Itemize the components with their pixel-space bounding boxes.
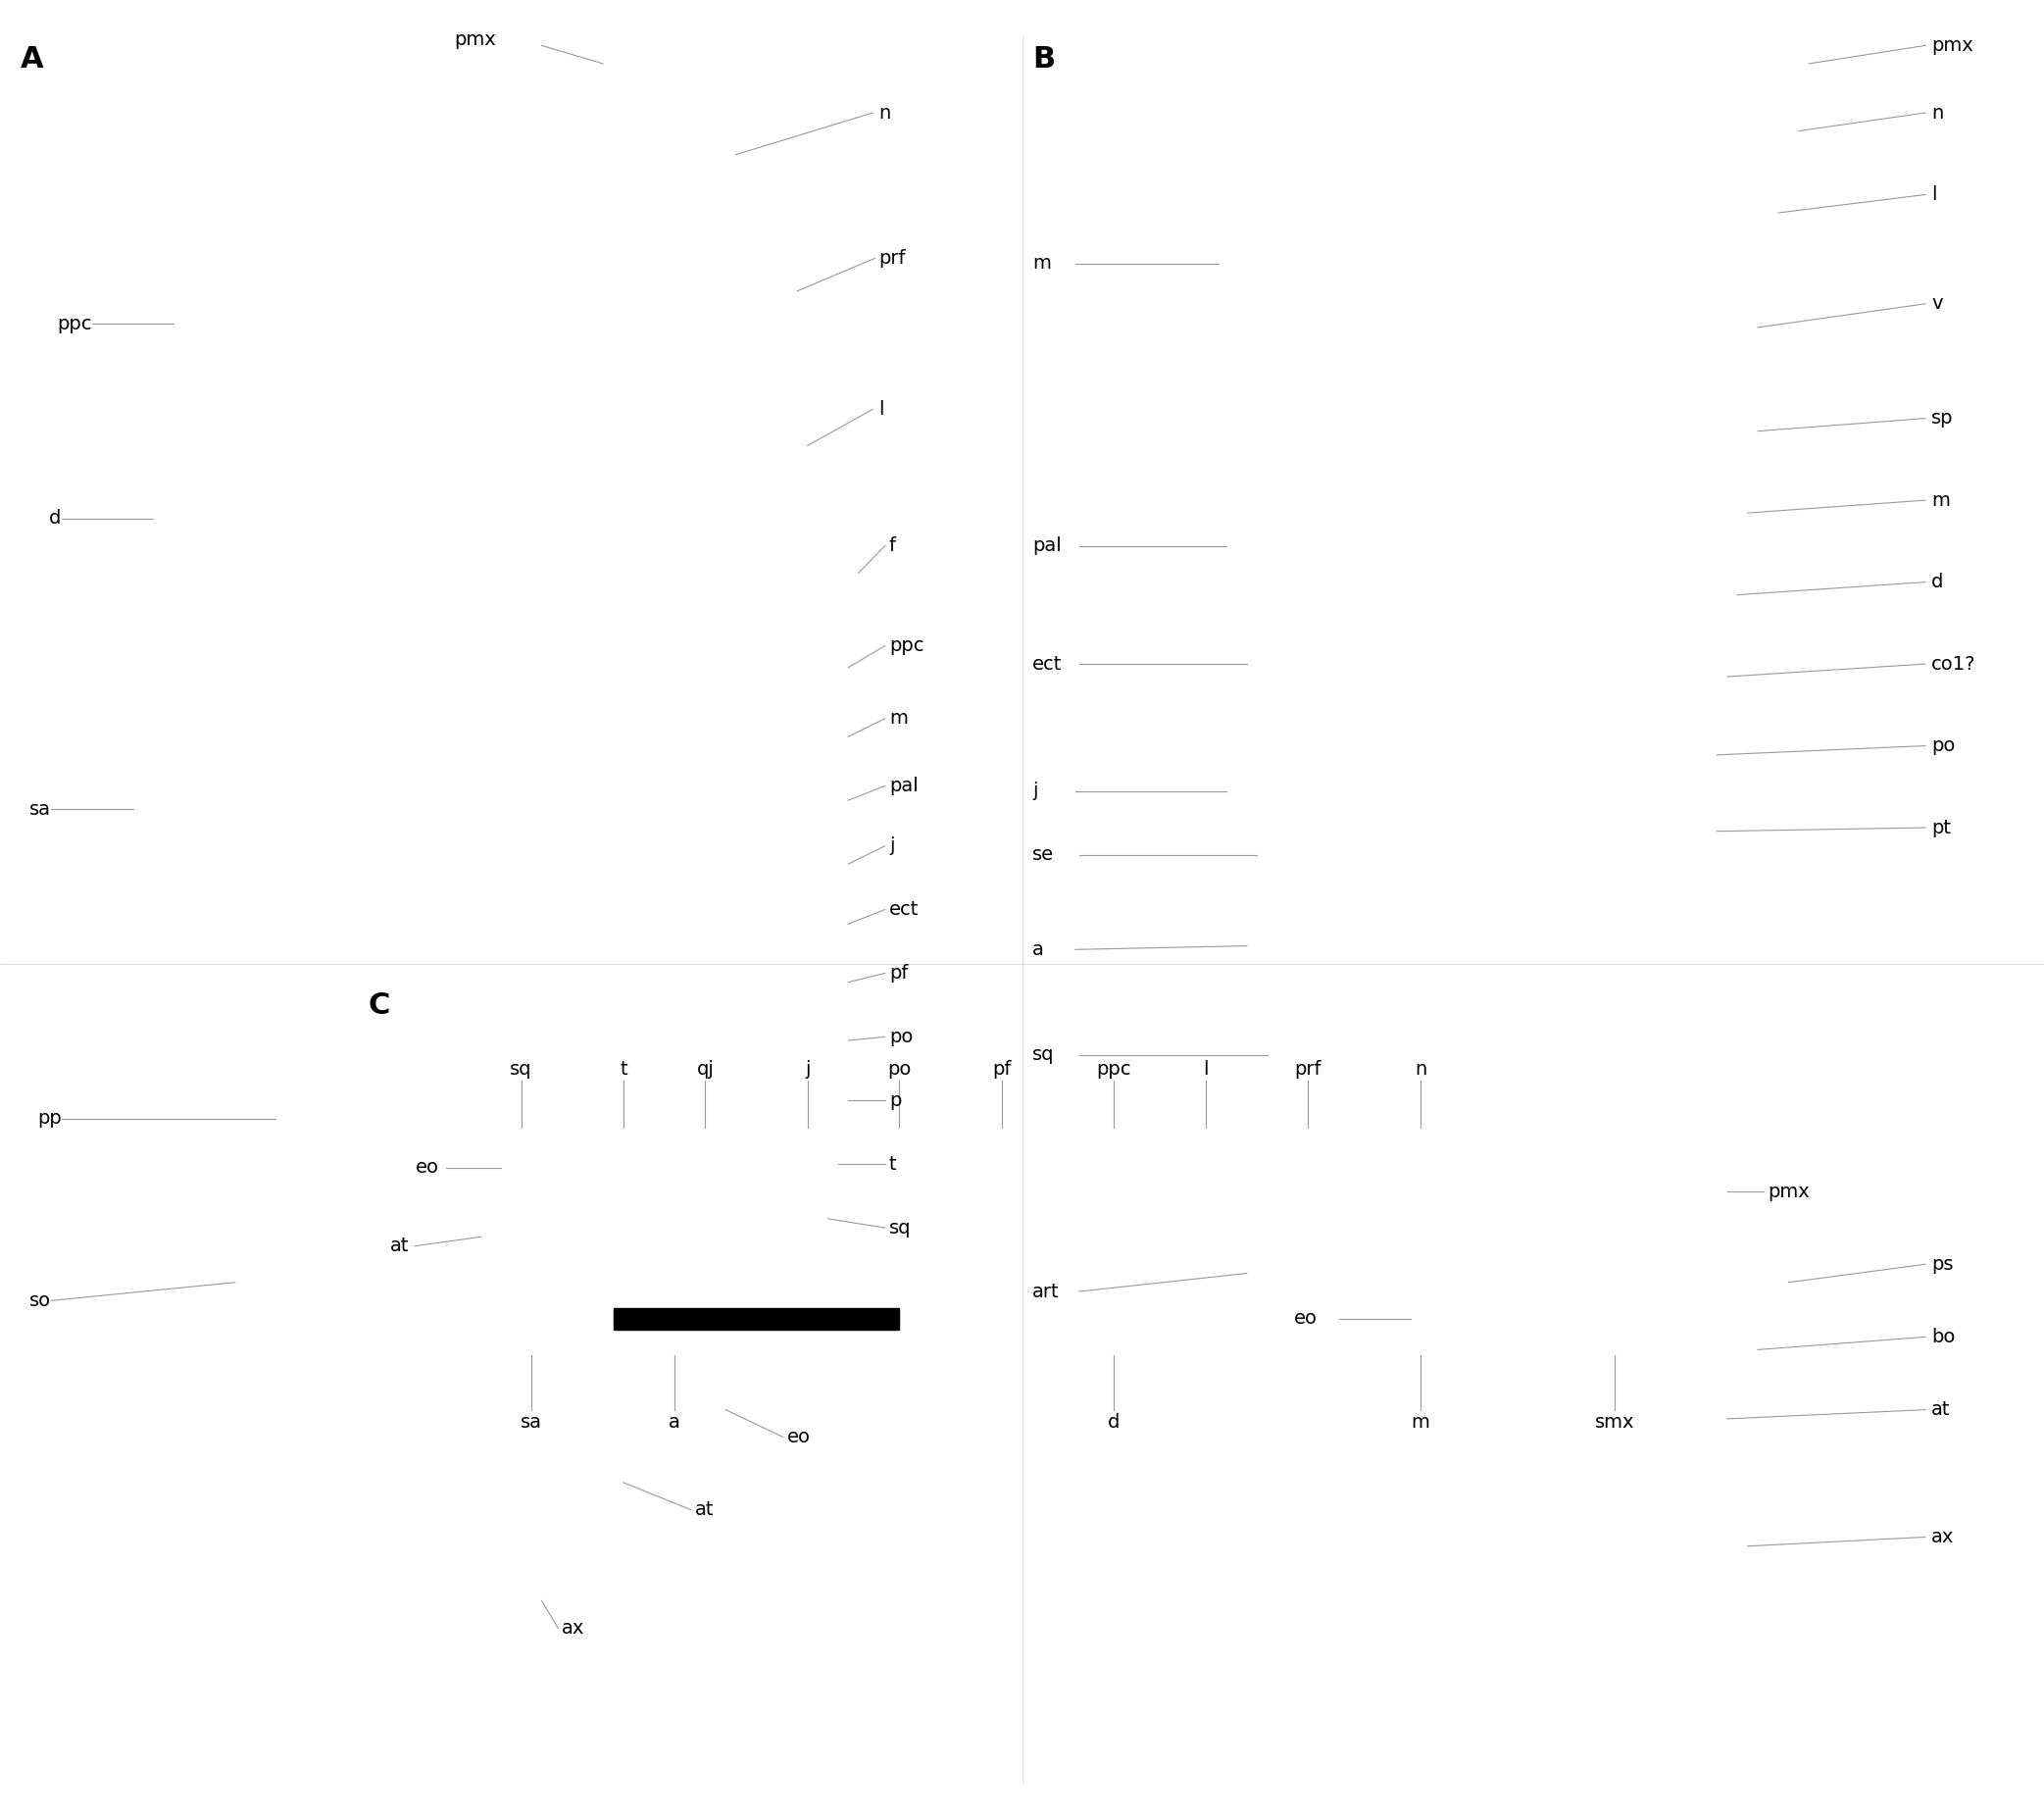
Text: p: p <box>889 1091 901 1110</box>
Text: l: l <box>1204 1060 1208 1079</box>
Text: pp: pp <box>37 1110 61 1128</box>
Text: sq: sq <box>889 1219 912 1237</box>
Text: ppc: ppc <box>889 637 924 655</box>
Text: po: po <box>1932 737 1956 755</box>
Text: prf: prf <box>1294 1060 1322 1079</box>
Text: n: n <box>1932 104 1944 122</box>
Text: eo: eo <box>787 1428 811 1446</box>
Text: j: j <box>889 837 895 855</box>
Text: art: art <box>1032 1282 1059 1301</box>
Text: sa: sa <box>29 800 51 819</box>
Text: at: at <box>390 1237 409 1255</box>
Text: d: d <box>1932 573 1944 591</box>
Text: qj: qj <box>697 1060 713 1079</box>
Text: at: at <box>1932 1401 1950 1419</box>
FancyBboxPatch shape <box>613 1308 899 1330</box>
Text: sp: sp <box>1932 409 1954 427</box>
Text: pmx: pmx <box>454 31 497 49</box>
Text: j: j <box>805 1060 809 1079</box>
Text: l: l <box>1932 186 1938 204</box>
Text: C: C <box>368 991 390 1020</box>
Text: a: a <box>668 1413 681 1432</box>
Text: m: m <box>1932 491 1950 509</box>
Text: se: se <box>1032 846 1055 864</box>
Text: m: m <box>1410 1413 1431 1432</box>
Text: B: B <box>1032 45 1055 75</box>
Text: pf: pf <box>889 964 908 982</box>
Text: sq: sq <box>511 1060 531 1079</box>
Text: so: so <box>29 1291 51 1310</box>
Text: pmx: pmx <box>1932 36 1975 55</box>
Text: d: d <box>49 509 61 528</box>
Text: l: l <box>879 400 885 418</box>
Text: ect: ect <box>1032 655 1063 673</box>
Text: ax: ax <box>562 1619 585 1637</box>
Text: j: j <box>1032 782 1038 800</box>
Text: t: t <box>619 1060 628 1079</box>
Text: pf: pf <box>991 1060 1012 1079</box>
Text: ppc: ppc <box>1096 1060 1132 1079</box>
Text: po: po <box>889 1028 914 1046</box>
Text: t: t <box>889 1155 897 1173</box>
Text: pmx: pmx <box>1768 1182 1811 1201</box>
Text: co1?: co1? <box>1932 655 1977 673</box>
Text: ect: ect <box>889 900 920 919</box>
Text: m: m <box>1032 255 1051 273</box>
Text: eo: eo <box>1294 1310 1318 1328</box>
Text: prf: prf <box>879 249 905 267</box>
Text: m: m <box>889 709 908 728</box>
Text: pt: pt <box>1932 819 1952 837</box>
Text: n: n <box>1414 1060 1427 1079</box>
Text: sa: sa <box>521 1413 542 1432</box>
Text: at: at <box>695 1501 713 1519</box>
Text: eo: eo <box>415 1159 439 1177</box>
Text: ax: ax <box>1932 1528 1954 1546</box>
Text: f: f <box>889 537 895 555</box>
Text: a: a <box>1032 940 1044 959</box>
Text: pal: pal <box>889 777 918 795</box>
Text: ps: ps <box>1932 1255 1954 1273</box>
Text: pal: pal <box>1032 537 1061 555</box>
Text: d: d <box>1108 1413 1120 1432</box>
Text: smx: smx <box>1594 1413 1635 1432</box>
Text: A: A <box>20 45 43 75</box>
Text: sq: sq <box>1032 1046 1055 1064</box>
Text: n: n <box>879 104 891 122</box>
Text: ppc: ppc <box>57 315 92 333</box>
Text: v: v <box>1932 295 1944 313</box>
Text: bo: bo <box>1932 1328 1956 1346</box>
Text: po: po <box>887 1060 912 1079</box>
